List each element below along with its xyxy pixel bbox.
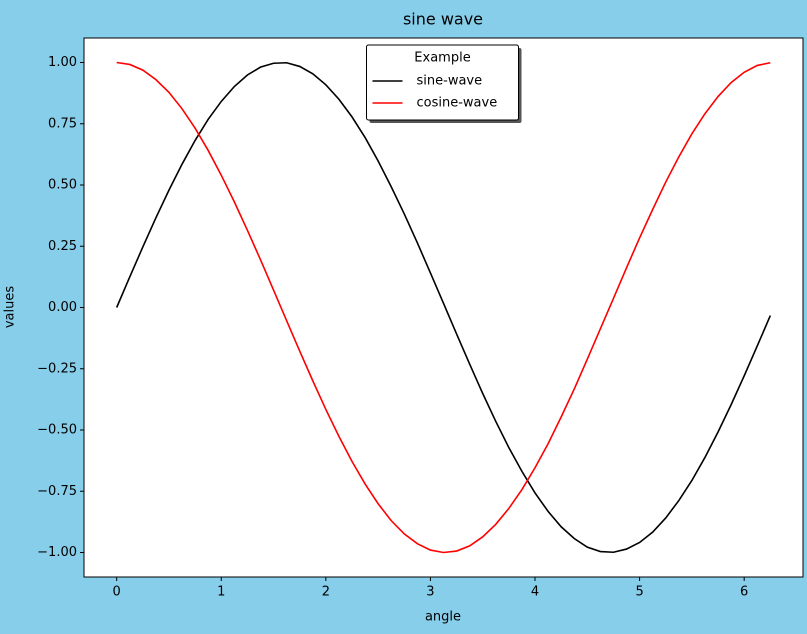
y-tick-label: 0.00 [48,300,77,315]
y-tick-label: 0.25 [48,239,77,254]
y-tick-label: 1.00 [48,55,77,70]
x-tick-label: 1 [217,585,225,600]
x-tick-label: 3 [426,585,434,600]
axes-frame [83,37,804,578]
chart-title: sine wave [403,10,483,29]
y-tick-label: 0.50 [48,178,77,193]
y-tick-label: −0.25 [37,361,77,376]
y-tick-label: 0.75 [48,116,77,131]
legend-title: Example [414,51,470,66]
x-axis-label: angle [425,610,461,625]
y-tick-label: −0.50 [37,423,77,438]
legend-box [366,44,519,121]
legend: Example sine-wave cosine-wave [366,44,522,123]
x-tick-label: 4 [531,585,539,600]
line-series [115,61,772,554]
y-tick-label: −1.00 [37,545,77,560]
legend-label: sine-wave [417,74,483,89]
line-series [116,61,771,554]
x-tick-label: 5 [635,585,643,600]
legend-label: cosine-wave [417,96,498,111]
x-tick-label: 2 [322,585,330,600]
y-tick-label: −0.75 [37,484,77,499]
y-axis-label: values [3,286,18,329]
x-tick-label: 0 [113,585,121,600]
x-tick-label: 6 [740,585,748,600]
